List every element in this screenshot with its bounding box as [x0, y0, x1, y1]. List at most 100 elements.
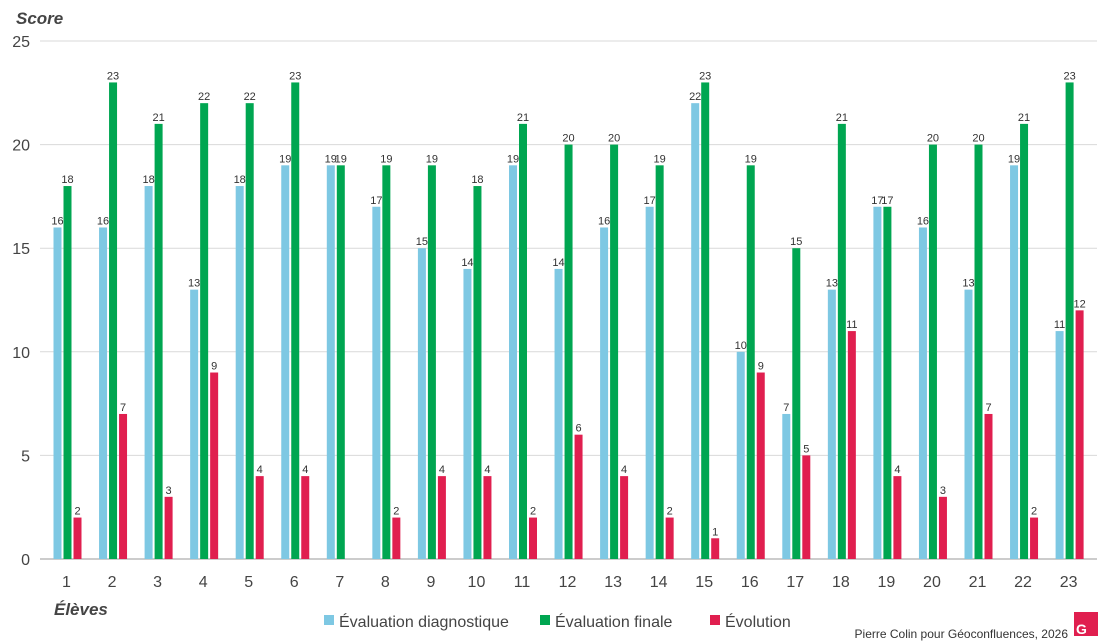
x-tick-label: 8 — [381, 574, 390, 591]
bar-evolution — [938, 496, 947, 559]
bar-finale — [291, 82, 300, 559]
geoconfluences-logo: G — [1074, 612, 1098, 637]
x-tick-label: 12 — [559, 574, 577, 591]
x-tick-label: 11 — [514, 574, 531, 591]
bar-data-label: 16 — [51, 215, 63, 227]
bar-data-label: 2 — [74, 506, 80, 518]
bar-diagnostique — [144, 186, 153, 560]
bar-data-label: 22 — [198, 91, 210, 103]
x-tick-label: 15 — [695, 574, 713, 591]
bar-data-label: 17 — [871, 195, 883, 207]
bar-diagnostique — [873, 206, 882, 559]
bar-data-label: 18 — [471, 174, 483, 186]
x-tick-label: 2 — [108, 574, 117, 591]
bar-diagnostique — [372, 206, 381, 559]
credit-text: Pierre Colin pour Géoconfluences, 2026 — [855, 627, 1069, 641]
bar-data-label: 19 — [325, 153, 337, 165]
bar-data-label: 19 — [426, 153, 438, 165]
bar-data-label: 13 — [826, 278, 838, 290]
x-axis-title: Élèves — [54, 600, 108, 619]
bar-finale — [519, 123, 527, 559]
bar-data-label: 17 — [644, 195, 656, 207]
bar-evolution — [73, 517, 82, 559]
bar-data-label: 4 — [621, 464, 627, 476]
x-tick-label: 16 — [741, 574, 759, 591]
bar-data-label: 4 — [302, 464, 308, 476]
x-tick-label: 13 — [604, 574, 622, 591]
x-tick-label: 9 — [426, 574, 435, 591]
bar-diagnostique — [736, 351, 745, 559]
x-tick-label: 22 — [1014, 574, 1032, 591]
bar-finale — [63, 186, 72, 560]
bar-data-label: 23 — [107, 70, 119, 82]
y-tick-label: 10 — [12, 345, 30, 362]
bar-finale — [837, 123, 846, 559]
legend-swatch — [324, 615, 334, 625]
bar-evolution — [437, 476, 446, 559]
bar-evolution — [893, 476, 902, 559]
x-tick-label: 21 — [969, 574, 987, 591]
bar-data-label: 16 — [917, 215, 929, 227]
bar-data-label: 17 — [881, 195, 893, 207]
bar-finale — [109, 82, 118, 559]
x-tick-label: 7 — [335, 574, 344, 591]
bar-data-label: 2 — [667, 506, 673, 518]
bar-data-label: 3 — [166, 485, 172, 497]
bar-data-label: 9 — [758, 361, 764, 373]
y-tick-label: 0 — [21, 552, 30, 569]
bar-data-label: 19 — [654, 153, 666, 165]
bar-data-label: 23 — [699, 70, 711, 82]
bar-finale — [473, 186, 482, 560]
bar-diagnostique — [190, 289, 199, 559]
bar-evolution — [847, 331, 856, 559]
bar-diagnostique — [1055, 331, 1064, 559]
bar-diagnostique — [645, 206, 654, 559]
bar-data-label: 19 — [1008, 153, 1020, 165]
bar-finale — [974, 144, 983, 559]
bar-data-label: 23 — [289, 70, 301, 82]
bar-data-label: 4 — [257, 464, 263, 476]
bar-evolution — [255, 476, 264, 559]
bar-finale — [564, 144, 573, 559]
x-tick-label: 23 — [1060, 574, 1078, 591]
bar-data-label: 21 — [836, 112, 848, 124]
bar-data-label: 2 — [530, 506, 536, 518]
bar-finale — [154, 123, 163, 559]
bar-diagnostique — [782, 413, 791, 559]
bar-evolution — [392, 517, 401, 559]
bar-finale — [427, 165, 436, 559]
bar-data-label: 13 — [962, 278, 974, 290]
bar-diagnostique — [509, 165, 517, 559]
bar-evolution — [164, 496, 173, 559]
bar-finale — [883, 206, 892, 559]
bar-data-label: 4 — [439, 464, 445, 476]
bar-data-label: 20 — [608, 133, 620, 145]
x-tick-label: 3 — [153, 574, 162, 591]
bar-diagnostique — [691, 103, 700, 559]
bar-data-label: 7 — [985, 402, 991, 414]
bar-data-label: 7 — [783, 402, 789, 414]
bar-data-label: 9 — [211, 361, 217, 373]
bar-data-label: 3 — [940, 485, 946, 497]
bar-finale — [792, 248, 801, 559]
bar-data-label: 18 — [61, 174, 73, 186]
bar-data-label: 15 — [416, 236, 428, 248]
bar-evolution — [620, 476, 629, 559]
bar-evolution — [1075, 310, 1084, 559]
bar-data-label: 20 — [927, 133, 939, 145]
bar-finale — [382, 165, 391, 559]
bar-diagnostique — [1010, 165, 1019, 559]
legend-label: Évaluation finale — [555, 612, 673, 631]
bar-data-label: 14 — [461, 257, 473, 269]
x-tick-label: 19 — [878, 574, 896, 591]
bar-evolution — [802, 455, 811, 559]
svg-text:G: G — [1076, 621, 1087, 637]
bar-evolution — [483, 476, 492, 559]
bar-data-label: 12 — [1073, 298, 1085, 310]
bar-data-label: 19 — [335, 153, 347, 165]
legend-label: Évolution — [725, 612, 791, 631]
bar-diagnostique — [281, 165, 290, 559]
bar-diagnostique — [326, 165, 335, 559]
